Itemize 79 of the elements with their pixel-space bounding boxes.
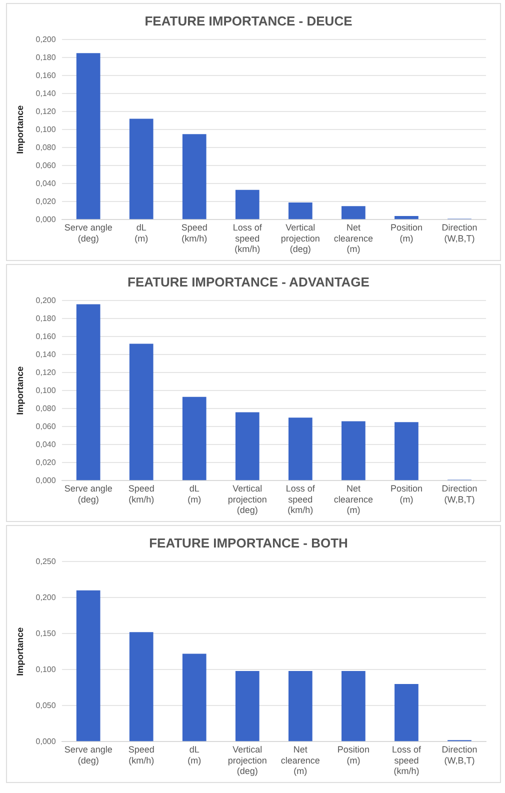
- y-tick-label: 0,060: [36, 160, 56, 170]
- y-tick-label: 0,200: [36, 296, 56, 305]
- x-tick-label: Position (m): [390, 483, 422, 504]
- x-tick-label: Vertical projection (deg): [228, 483, 267, 516]
- bar: [288, 671, 312, 742]
- bar: [394, 684, 418, 742]
- bar: [288, 418, 312, 480]
- x-tick-label: dL (m): [134, 222, 148, 244]
- bar: [342, 421, 366, 480]
- y-tick-label: 0,000: [36, 736, 56, 746]
- x-tick-label: Serve angle (deg): [64, 483, 112, 504]
- x-tick-label: Net clearence (m): [334, 222, 373, 254]
- x-tick-label: Speed (km/h): [128, 744, 154, 766]
- x-tick-label: dL (m): [188, 483, 202, 504]
- x-tick-label: Net clearence (m): [280, 744, 320, 776]
- x-tick-label: Direction (W,B,T): [442, 483, 478, 504]
- bar: [76, 53, 100, 220]
- bar: [182, 396, 206, 480]
- y-tick-label: 0,120: [36, 106, 56, 116]
- x-tick-label: Vertical projection (deg): [228, 744, 267, 776]
- y-tick-label: 0,250: [36, 556, 56, 566]
- bar: [342, 671, 366, 742]
- x-tick-label: Position (m): [337, 744, 370, 766]
- x-tick-label: Speed (km/h): [128, 483, 154, 504]
- y-tick-label: 0,100: [36, 386, 56, 395]
- x-tick-label: dL (m): [188, 744, 202, 766]
- chart-title: FEATURE IMPORTANCE - ADVANTAGE: [128, 274, 370, 290]
- y-tick-label: 0,120: [36, 368, 56, 377]
- bar: [235, 190, 260, 220]
- bar: [76, 304, 100, 480]
- bar: [288, 202, 312, 220]
- y-tick-label: 0,100: [36, 664, 56, 674]
- y-tick-label: 0,200: [36, 592, 56, 602]
- bar: [182, 654, 206, 742]
- y-tick-label: 0,160: [36, 332, 56, 341]
- x-tick-label: Loss of speed (km/h): [286, 483, 316, 516]
- bar: [76, 590, 100, 742]
- bar: [129, 118, 154, 220]
- y-tick-label: 0,020: [36, 458, 56, 467]
- x-tick-label: Serve angle (deg): [64, 744, 112, 766]
- y-tick-label: 0,100: [36, 124, 56, 134]
- y-tick-label: 0,180: [36, 314, 56, 323]
- y-tick-label: 0,000: [36, 214, 56, 224]
- y-tick-label: 0,140: [36, 88, 56, 98]
- y-tick-label: 0,040: [36, 440, 56, 449]
- y-tick-label: 0,080: [36, 404, 56, 413]
- y-tick-label: 0,050: [36, 700, 56, 710]
- y-tick-label: 0,180: [36, 52, 56, 62]
- bar: [394, 216, 418, 220]
- chart-title: FEATURE IMPORTANCE - BOTH: [149, 535, 348, 550]
- x-tick-label: Position (m): [390, 222, 422, 244]
- x-tick-label: Speed (km/h): [181, 222, 208, 244]
- chart-title: FEATURE IMPORTANCE - DEUCE: [144, 13, 353, 28]
- y-tick-label: 0,020: [36, 196, 56, 206]
- x-tick-label: Net clearence (m): [334, 483, 373, 516]
- y-tick-label: 0,080: [36, 142, 56, 152]
- x-tick-label: Vertical projection (deg): [280, 222, 320, 254]
- bar: [394, 422, 418, 480]
- y-tick-label: 0,200: [36, 34, 56, 44]
- x-tick-label: Direction (W,B,T): [442, 744, 478, 766]
- y-tick-label: 0,160: [36, 70, 56, 80]
- y-tick-label: 0,140: [36, 350, 56, 359]
- x-tick-label: Serve angle (deg): [64, 222, 112, 244]
- x-tick-label: Direction (W,B,T): [442, 222, 478, 244]
- bar: [129, 344, 154, 480]
- bar: [342, 206, 366, 220]
- x-tick-label: Loss of speed (km/h): [232, 222, 262, 254]
- bar: [235, 671, 260, 742]
- y-axis-title: Importance: [14, 627, 25, 676]
- bar: [235, 412, 260, 480]
- y-tick-label: 0,000: [36, 476, 56, 485]
- x-tick-label: Loss of speed (km/h): [392, 744, 422, 776]
- y-axis-title: Importance: [14, 105, 25, 154]
- y-tick-label: 0,040: [36, 178, 56, 188]
- y-tick-label: 0,150: [36, 628, 56, 638]
- bar: [182, 134, 206, 220]
- y-tick-label: 0,060: [36, 422, 56, 431]
- y-axis-title: Importance: [14, 366, 25, 415]
- bar: [129, 632, 154, 742]
